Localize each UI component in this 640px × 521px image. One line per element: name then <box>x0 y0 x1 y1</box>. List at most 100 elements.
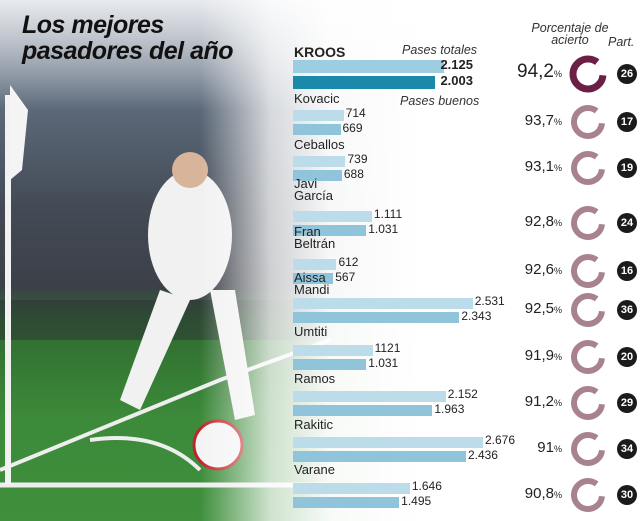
ring-arc <box>569 55 607 93</box>
games-header: Part. <box>608 35 635 49</box>
bar-good <box>293 405 433 416</box>
bar-good <box>293 170 342 181</box>
bar-good <box>293 124 341 135</box>
pct-value: 93,1 <box>524 158 554 175</box>
pct-value: 91,2 <box>524 393 554 410</box>
bar-good <box>293 312 460 323</box>
bar-total <box>293 211 372 222</box>
value-good: 1.031 <box>368 356 399 370</box>
accuracy-ring-icon <box>571 105 605 139</box>
value-total: 714 <box>345 106 366 120</box>
accuracy-pct: 92,8% <box>482 213 562 230</box>
ring-arc <box>571 432 605 466</box>
pct-sign: % <box>553 352 562 362</box>
games-badge: 29 <box>617 393 637 413</box>
legend-total: Pases totales <box>402 43 478 57</box>
bar-good <box>293 76 436 89</box>
ring-arc <box>571 340 605 374</box>
ring-arc <box>571 151 605 185</box>
value-total: 1121 <box>374 341 401 355</box>
bar-total <box>293 483 410 494</box>
value-good: 2.343 <box>461 309 492 323</box>
player-name: Umtiti <box>294 324 328 339</box>
games-badge: 36 <box>617 300 637 320</box>
accuracy-pct: 91% <box>482 439 562 456</box>
games-badge: 24 <box>617 213 637 233</box>
accuracy-pct: 92,5% <box>482 300 562 317</box>
games-badge: 26 <box>617 64 637 84</box>
pct-value: 92,8 <box>524 213 554 230</box>
bar-total <box>293 156 346 167</box>
bar-total <box>293 110 344 121</box>
games-badge: 17 <box>617 112 637 132</box>
bar-total <box>293 259 337 270</box>
games-badge: 34 <box>617 439 637 459</box>
pct-sign: % <box>553 398 562 408</box>
bar-good <box>293 225 367 236</box>
ring-arc <box>571 254 605 288</box>
value-good: 669 <box>342 121 363 135</box>
player-name: Fran Beltrán <box>294 224 336 251</box>
ring-arc <box>571 206 605 240</box>
value-total: 2.531 <box>474 294 505 308</box>
top-fade <box>0 0 640 110</box>
value-total: 2.152 <box>447 387 478 401</box>
pct-value: 91 <box>537 439 554 456</box>
pct-header: Porcentaje de acierto <box>531 21 609 47</box>
pct-sign: % <box>553 444 562 454</box>
value-total: 1.646 <box>411 479 442 493</box>
accuracy-ring-icon <box>571 386 605 420</box>
title-line-1: Los mejores <box>22 11 164 39</box>
value-good: 567 <box>335 270 356 284</box>
accuracy-pct: 91,9% <box>482 347 562 364</box>
player-name: Ceballos <box>294 137 345 152</box>
accuracy-ring-icon <box>571 432 605 466</box>
accuracy-ring-icon <box>571 293 605 327</box>
value-total: 2.125 <box>440 57 473 72</box>
pct-sign: % <box>553 490 562 500</box>
pct-sign: % <box>553 266 562 276</box>
bar-good <box>293 497 400 508</box>
ring-arc <box>571 478 605 512</box>
player-name: KROOS <box>294 44 346 60</box>
pct-sign: % <box>553 69 562 79</box>
bar-total <box>293 437 483 448</box>
value-good: 1.495 <box>401 494 432 508</box>
pct-sign: % <box>553 305 562 315</box>
pct-sign: % <box>553 163 562 173</box>
accuracy-pct: 90,8% <box>482 485 562 502</box>
value-total: 612 <box>338 255 359 269</box>
pct-sign: % <box>553 218 562 228</box>
value-good: 688 <box>343 167 364 181</box>
player-name: Ramos <box>294 371 336 386</box>
accuracy-pct: 94,2% <box>482 61 562 83</box>
games-badge: 19 <box>617 158 637 178</box>
bar-total <box>293 60 444 73</box>
accuracy-ring-icon <box>569 55 607 93</box>
pct-value: 90,8 <box>524 485 554 502</box>
player-name: Aissa Mandi <box>294 270 330 297</box>
bar-total <box>293 298 473 309</box>
value-total: 2.676 <box>485 433 516 447</box>
player-name: Varane <box>294 462 335 477</box>
games-badge: 30 <box>617 485 637 505</box>
pct-value: 92,6 <box>524 261 554 278</box>
pct-value: 92,5 <box>524 300 554 317</box>
bar-good <box>293 451 466 462</box>
games-badge: 20 <box>617 347 637 367</box>
ring-arc <box>571 386 605 420</box>
accuracy-pct: 93,7% <box>482 112 562 129</box>
bar-total <box>293 345 373 356</box>
ring-arc <box>571 105 605 139</box>
accuracy-ring-icon <box>571 254 605 288</box>
player-name: Rakitic <box>294 417 334 432</box>
legend-good: Pases buenos <box>400 94 480 108</box>
accuracy-pct: 92,6% <box>482 261 562 278</box>
value-total: 739 <box>347 152 368 166</box>
accuracy-ring-icon <box>571 151 605 185</box>
pct-value: 93,7 <box>524 112 554 129</box>
accuracy-pct: 93,1% <box>482 158 562 175</box>
player-name: Javi García <box>294 176 334 203</box>
pct-value: 94,2 <box>517 61 554 82</box>
value-good: 2.436 <box>467 448 498 462</box>
